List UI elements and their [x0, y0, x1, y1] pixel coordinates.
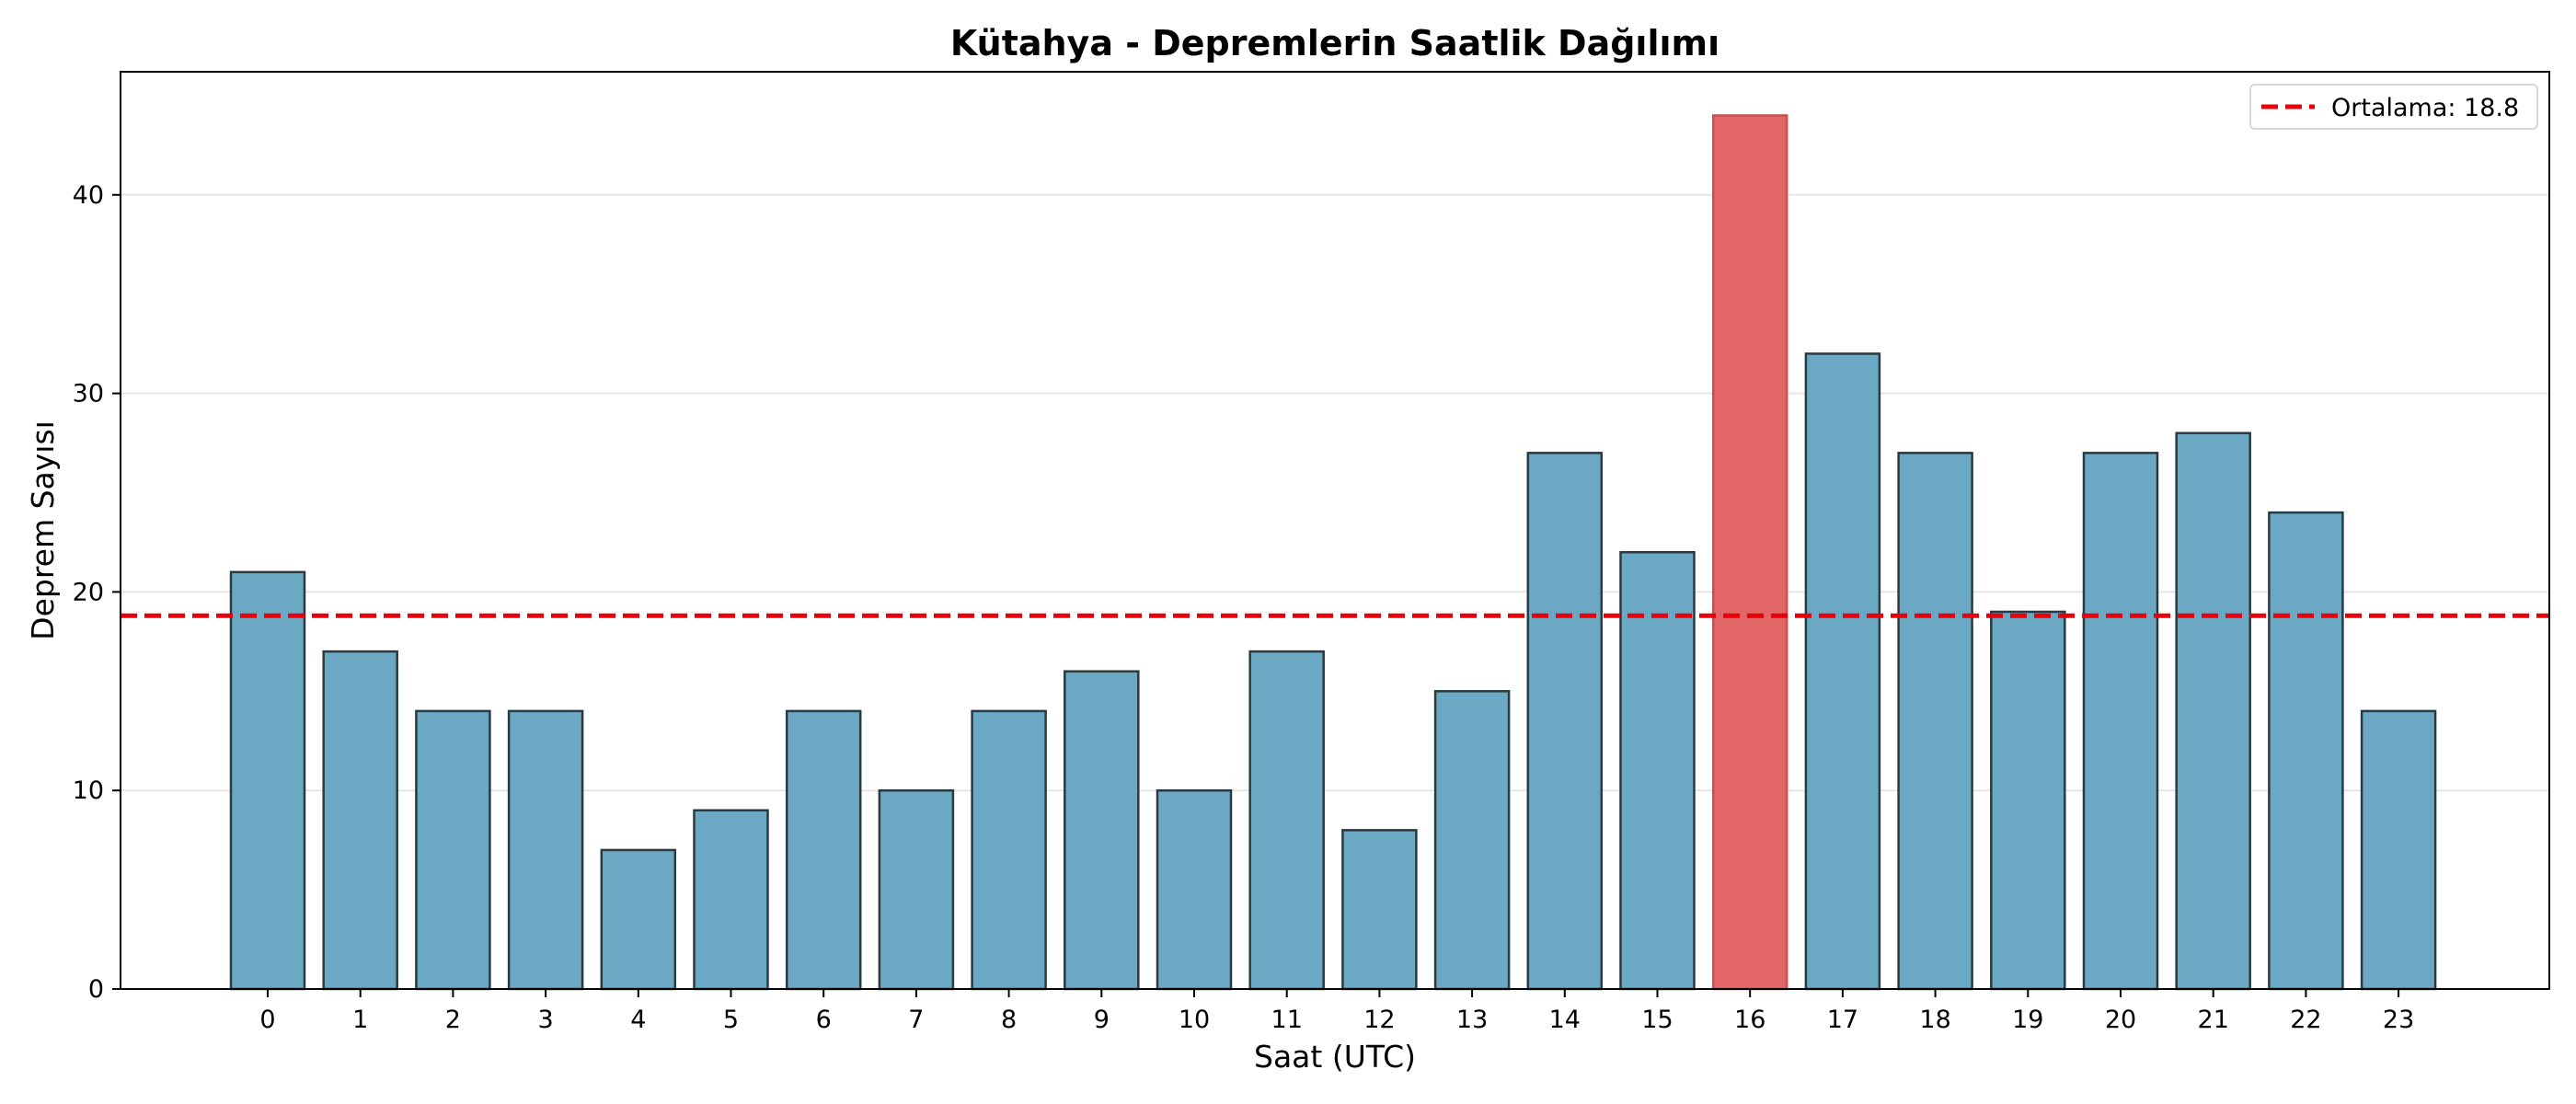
y-tick-label: 20: [73, 578, 104, 606]
bar-hour-18: [1897, 452, 1973, 991]
x-tick-label: 23: [2383, 1006, 2414, 1034]
bar-hour-12: [1341, 829, 1418, 991]
bar-hour-23: [2360, 709, 2437, 991]
bar-hour-19: [1990, 610, 2066, 991]
bar-hour-21: [2175, 431, 2251, 991]
bars: [229, 114, 2437, 991]
y-tick-label: 10: [73, 776, 104, 805]
x-tick-label: 12: [1363, 1006, 1395, 1034]
chart-title: Kütahya - Depremlerin Saatlik Dağılımı: [950, 23, 1719, 63]
legend-box: [2249, 84, 2538, 130]
bar-hour-22: [2268, 511, 2344, 991]
x-tick-label: 7: [908, 1006, 924, 1034]
x-tick-label: 21: [2198, 1006, 2229, 1034]
bar-hour-7: [878, 788, 955, 991]
bar-hour-20: [2082, 452, 2159, 991]
legend: Ortalama: 18.8: [2249, 84, 2538, 130]
x-tick-label: 15: [1641, 1006, 1673, 1034]
bar-hour-2: [415, 709, 491, 991]
y-tick-label: 0: [88, 975, 104, 1004]
x-tick-label: 18: [1919, 1006, 1950, 1034]
bar-hour-17: [1804, 352, 1881, 991]
y-tick-label: 40: [73, 181, 104, 210]
x-tick-label: 19: [2012, 1006, 2043, 1034]
bar-hour-14: [1526, 452, 1604, 991]
bar-hour-13: [1433, 690, 1511, 991]
x-tick-label: 0: [259, 1006, 275, 1034]
bar-hour-10: [1156, 788, 1233, 991]
x-tick-label: 11: [1271, 1006, 1303, 1034]
bar-hour-5: [693, 809, 769, 991]
plot-frame: [120, 71, 2550, 990]
bar-hour-8: [971, 709, 1047, 991]
x-tick-label: 16: [1734, 1006, 1765, 1034]
x-tick-label: 17: [1827, 1006, 1858, 1034]
y-tick-label: 30: [73, 380, 104, 408]
x-tick-label: 20: [2105, 1006, 2136, 1034]
x-tick-label: 13: [1456, 1006, 1488, 1034]
x-tick-label: 4: [630, 1006, 646, 1034]
bar-hour-16: [1711, 114, 1788, 991]
x-tick-label: 5: [723, 1006, 739, 1034]
x-tick-label: 2: [445, 1006, 461, 1034]
x-axis-ticks: 0 1 2 3 4 5 6 7 8 9 10 11 12 13 14 15 16 17 18 19 20 21 22 23: [259, 989, 2414, 1034]
x-tick-label: 8: [1001, 1006, 1017, 1034]
x-tick-label: 22: [2290, 1006, 2321, 1034]
y-axis-ticks: 0 10 20 30 40: [73, 181, 121, 1004]
x-tick-label: 1: [352, 1006, 368, 1034]
bar-hour-15: [1619, 550, 1696, 991]
bar-hour-11: [1248, 650, 1325, 991]
x-tick-label: 10: [1179, 1006, 1210, 1034]
bar-hour-9: [1064, 670, 1140, 991]
x-tick-label: 6: [816, 1006, 832, 1034]
bar-hour-4: [600, 848, 677, 991]
y-axis-label: Deprem Sayısı: [25, 420, 61, 640]
bar-hour-1: [322, 650, 398, 991]
bar-hour-3: [507, 709, 584, 991]
x-tick-label: 9: [1094, 1006, 1110, 1034]
bar-hour-6: [785, 709, 862, 991]
x-axis-label: Saat (UTC): [1254, 1039, 1416, 1075]
bar-hour-0: [229, 570, 306, 991]
x-tick-label: 3: [538, 1006, 554, 1034]
legend-mean-label: Ortalama: 18.8: [2331, 94, 2519, 122]
x-tick-label: 14: [1549, 1006, 1581, 1034]
